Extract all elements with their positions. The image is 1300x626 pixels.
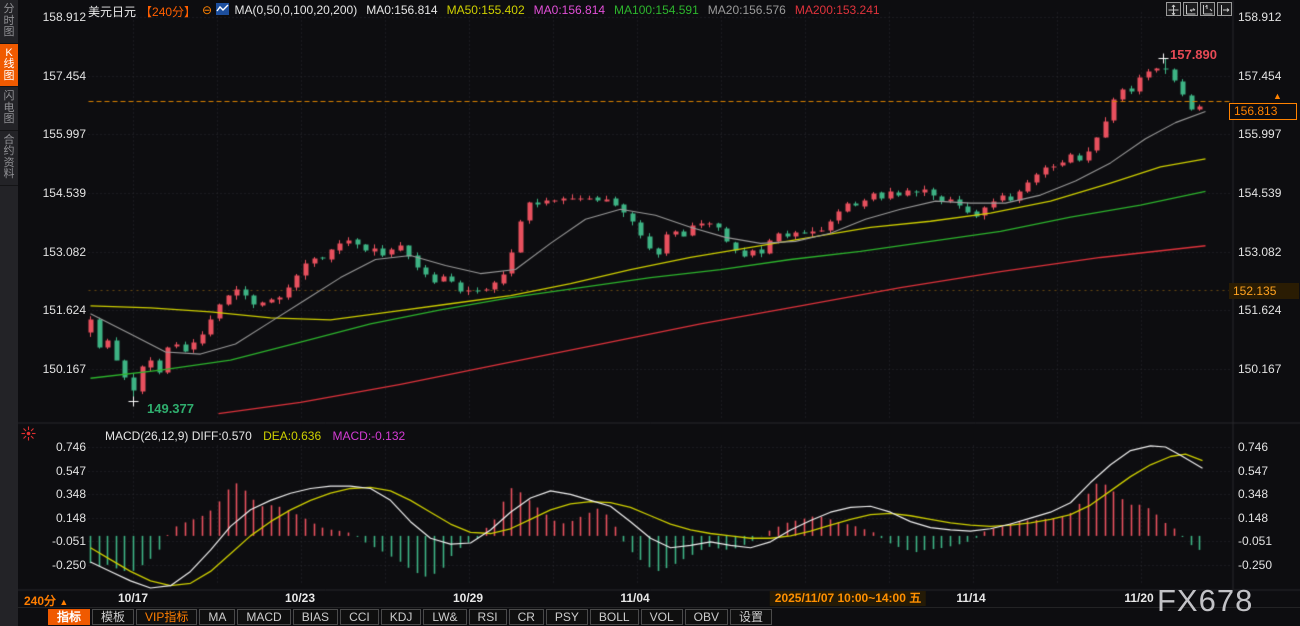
price-tick-left: 155.997 [42,127,86,142]
price-tick-right: 158.912 [1238,10,1282,24]
indicator-alert-icon[interactable] [21,426,36,446]
macd-title: MACD(26,12,9) DIFF:0.570 [105,429,252,443]
price-alert-icon[interactable]: ▲ [1273,91,1282,101]
x-axis-label-10/29: 10/29 [452,591,484,605]
macd-tick-left: -0.051 [51,534,86,549]
toolbar-button-VOL[interactable]: VOL [640,609,683,625]
toolbar-button-MACD[interactable]: MACD [237,609,291,625]
ma-settings-label: MA(0,50,0,100,20,200) [234,3,358,17]
toolbar-button-设置[interactable]: 设置 [729,609,772,625]
ma-legend-item-3: MA100:154.591 [614,3,699,17]
ma-legend-item-1: MA50:155.402 [446,3,525,17]
macd-tick-left: 0.746 [55,440,86,454]
x-axis-label-11/20: 11/20 [1124,591,1154,605]
macd-tick-right: 0.148 [1238,510,1269,525]
toolbar-button-RSI[interactable]: RSI [468,609,507,625]
toolbar-button-OBV[interactable]: OBV [684,609,728,625]
ma-legend: MA0:156.814 MA50:155.402 MA0:156.814 MA100:… [366,3,888,17]
pan-tool-icon[interactable] [1166,2,1181,16]
x-axis-label-10/17: 10/17 [117,591,149,605]
macd-tick-right: -0.250 [1238,558,1273,572]
toolbar-button-LW&[interactable]: LW& [423,609,467,625]
chart-type-icon[interactable] [216,3,230,15]
price-tick-left: 154.539 [42,186,86,201]
crosshair-date-label: 2025/11/07 10:00~14:00 五 [769,591,927,606]
x-axis-label-10/23: 10/23 [284,591,316,605]
toolbar-button-MA[interactable]: MA [199,609,236,625]
low-price-marker: 149.377 [147,401,194,416]
toolbar-button-KDJ[interactable]: KDJ [380,609,422,625]
macd-tick-left: 0.547 [55,463,86,478]
toolbar-button-BOLL[interactable]: BOLL [589,609,639,625]
interval-selector[interactable]: 240分 ▲ [24,594,69,608]
zoom-out-icon[interactable]: ⊖ [202,3,213,17]
current-price-badge: 156.813 [1229,103,1297,120]
x-axis-label-11/04: 11/04 [620,591,650,605]
chart-tools [1166,2,1232,16]
price-tick-left: 157.454 [42,68,86,83]
toolbar-divider [0,607,1300,608]
macd-tick-left: 0.148 [55,510,86,525]
price-tick-right: 153.082 [1238,244,1282,259]
macd-tick-right: -0.051 [1238,534,1273,549]
price-tick-left: 158.912 [42,10,86,24]
ma-legend-item-4: MA20:156.576 [707,3,786,17]
toolbar-button-模板[interactable]: 模板 [92,609,135,625]
shift-right-tool-icon[interactable] [1217,2,1232,16]
price-tick-right: 157.454 [1238,68,1282,83]
sidebar-tab-2[interactable]: 闪电图 [0,87,18,131]
watermark-logo: FX678 [1157,583,1254,618]
macd-tick-right: 0.547 [1238,463,1269,478]
price-tick-left: 153.082 [42,244,86,259]
toolbar-button-CCI[interactable]: CCI [340,609,379,625]
toolbar-button-PSY[interactable]: PSY [545,609,588,625]
price-tick-right: 151.624 [1238,303,1282,318]
toolbar-button-BIAS[interactable]: BIAS [292,609,339,625]
macd-tick-left: -0.250 [51,558,86,572]
y-scale-tool-icon[interactable] [1200,2,1215,16]
alert-price-badge: 152.135 [1229,283,1299,299]
price-tick-right: 155.997 [1238,127,1282,142]
price-tick-right: 150.167 [1238,362,1282,376]
chart-header: 美元日元 【240分】 ⊖ MA(0,50,0,100,20,200) MA0:156… [88,3,889,19]
ma-legend-item-0: MA0:156.814 [366,3,438,17]
x-scale-tool-icon[interactable] [1183,2,1198,16]
symbol-title: 美元日元 [88,5,137,19]
toolbar-button-CR[interactable]: CR [508,609,544,625]
toolbar-button-VIP指标[interactable]: VIP指标 [136,609,198,625]
ma-legend-item-5: MA200:153.241 [794,3,880,17]
indicator-toolbar: 指标 模板 VIP指标 MA MACD BIAS CCI KDJ LW& RSI CR PSY BOLL… [48,608,774,626]
ma-legend-item-2: MA0:156.814 [533,3,606,17]
macd-header: MACD(26,12,9) DIFF:0.570 DEA:0.636 MACD:… [105,429,405,443]
sidebar-tab-0[interactable]: 分时图 [0,0,18,44]
macd-dea-value: DEA:0.636 [263,429,322,443]
x-axis-label-11/14: 11/14 [956,591,986,605]
sidebar-tab-3[interactable]: 合约资料 [0,131,18,186]
sidebar-tab-1[interactable]: K线图 [0,43,18,87]
sidebar: 分时图 K线图 闪电图 合约资料 [0,0,18,626]
toolbar-button-指标[interactable]: 指标 [48,609,91,625]
macd-tick-left: 0.348 [55,487,86,502]
macd-tick-right: 0.746 [1238,440,1269,454]
macd-value: MACD:-0.132 [332,429,406,443]
interval-tag[interactable]: 【240分】 [140,5,197,19]
price-tick-left: 150.167 [42,362,86,376]
macd-tick-right: 0.348 [1238,487,1269,502]
price-tick-left: 151.624 [42,303,86,318]
interval-arrow-icon: ▲ [59,597,69,607]
high-price-marker: 157.890 [1170,47,1217,62]
price-tick-right: 154.539 [1238,186,1282,201]
